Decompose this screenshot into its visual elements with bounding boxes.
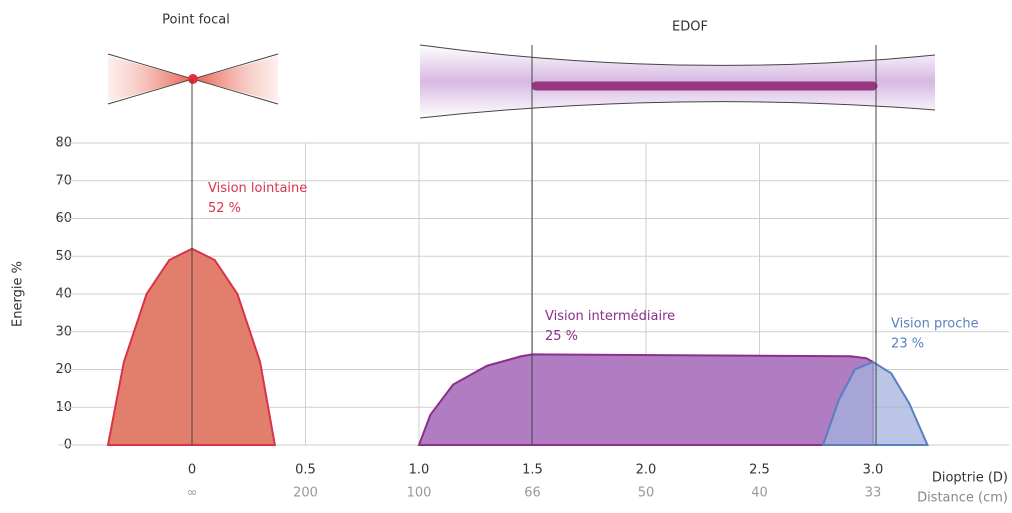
illustration-label: Point focal bbox=[162, 13, 230, 28]
x-tick-label: 0.5 bbox=[295, 463, 316, 478]
focal-point bbox=[188, 74, 198, 84]
x-tick-label: 2.5 bbox=[749, 463, 770, 478]
annotation-name: Vision intermédiaire bbox=[545, 309, 675, 324]
illustration-label: EDOF bbox=[672, 20, 708, 35]
annotation-value: 52 % bbox=[208, 201, 241, 216]
x2-axis-label: Distance (cm) bbox=[917, 491, 1008, 506]
x-tick-label: 1.0 bbox=[409, 463, 430, 478]
area bbox=[106, 247, 277, 446]
focal-cone bbox=[108, 56, 193, 102]
edof-edge bbox=[419, 101, 936, 119]
x2-tick-label: ∞ bbox=[187, 486, 198, 501]
x2-tick-label: 50 bbox=[638, 486, 655, 501]
x-tick-label: 2.0 bbox=[636, 463, 657, 478]
annotation-name: Vision lointaine bbox=[208, 181, 307, 196]
x-tick-label: 0 bbox=[188, 463, 196, 478]
x2-tick-label: 200 bbox=[293, 486, 318, 501]
area bbox=[821, 360, 930, 446]
x-tick-label: 1.5 bbox=[522, 463, 543, 478]
x2-tick-label: 33 bbox=[865, 486, 882, 501]
x2-tick-label: 40 bbox=[751, 486, 768, 501]
x2-tick-label: 100 bbox=[407, 486, 432, 501]
guides bbox=[191, 45, 877, 445]
x-tick-label: 3.0 bbox=[863, 463, 884, 478]
y-axis-label: Energie % bbox=[11, 261, 26, 327]
annotation-value: 23 % bbox=[891, 337, 924, 352]
annotation-name: Vision proche bbox=[891, 317, 979, 332]
focal-cone bbox=[193, 56, 278, 102]
illustrations: Point focal EDOF bbox=[107, 13, 936, 119]
annotation-value: 25 % bbox=[545, 329, 578, 344]
edof-edge bbox=[419, 44, 936, 66]
area bbox=[417, 353, 874, 446]
x-axis-label: Dioptrie (D) bbox=[932, 471, 1008, 486]
x2-tick-label: 66 bbox=[524, 486, 541, 501]
